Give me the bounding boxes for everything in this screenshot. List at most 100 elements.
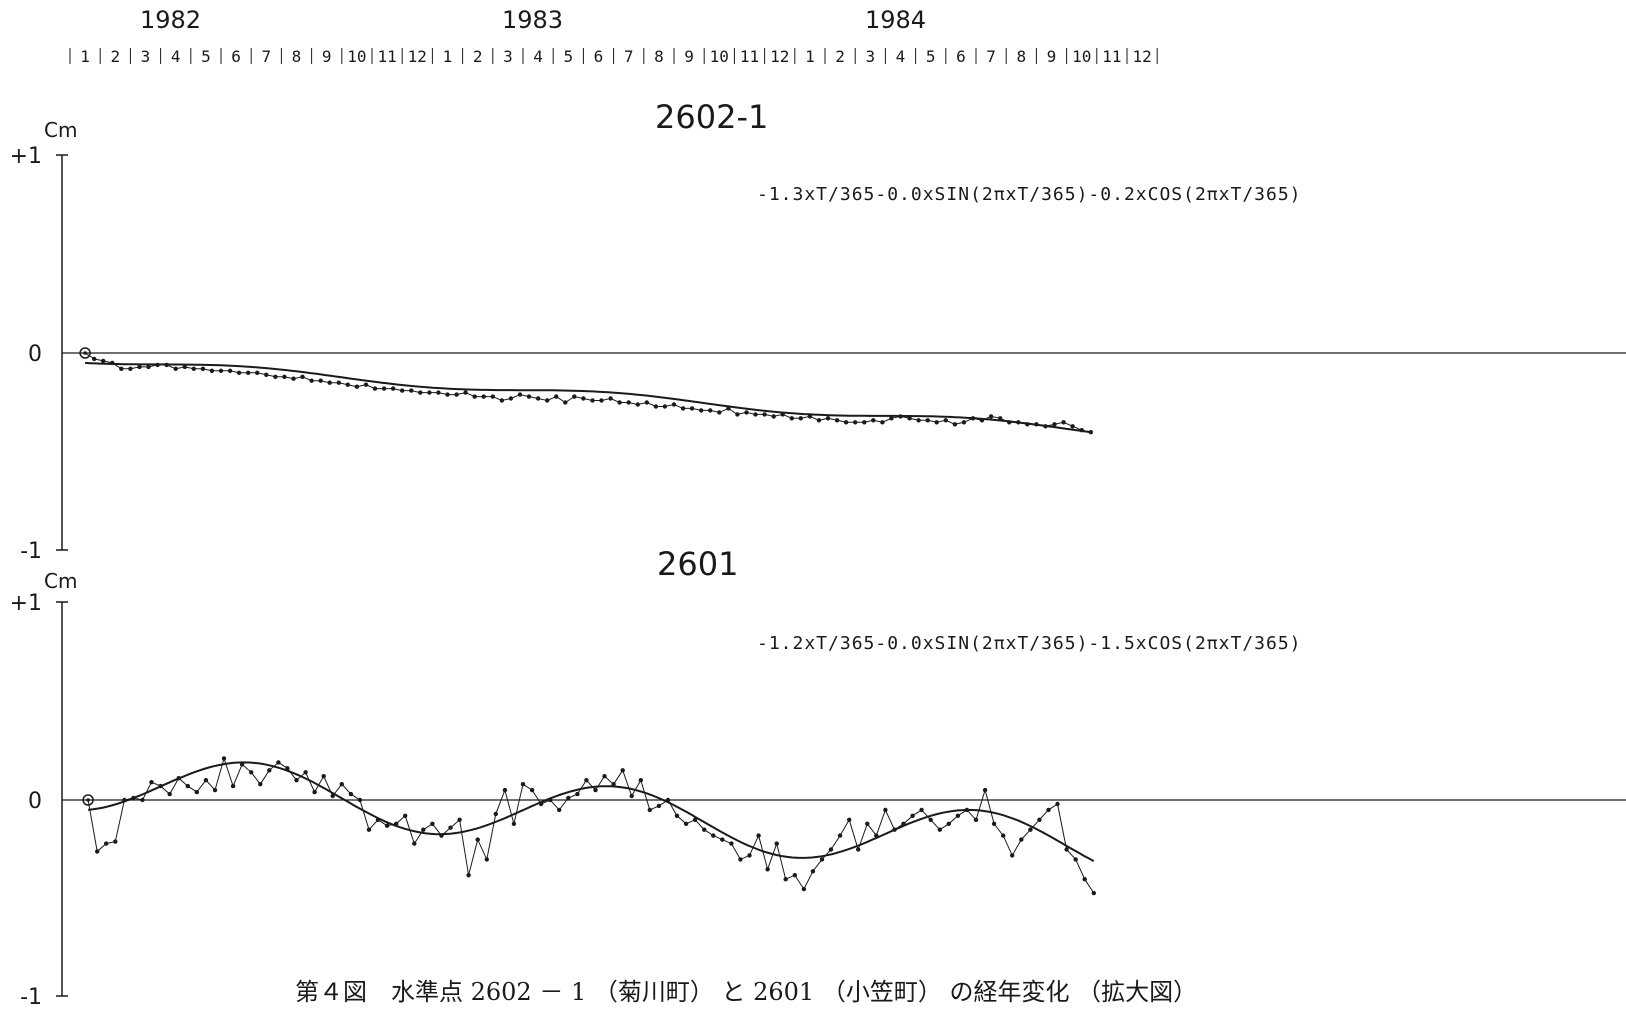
data-point <box>699 408 704 413</box>
data-point <box>439 833 444 838</box>
data-point <box>517 392 523 397</box>
data-point <box>1016 420 1021 425</box>
data-point <box>934 420 939 425</box>
data-point <box>1034 422 1039 427</box>
data-point <box>128 366 133 371</box>
data-point <box>182 364 187 370</box>
data-point <box>566 795 571 801</box>
data-point <box>629 793 634 799</box>
y-tick-label: +1 <box>10 591 42 616</box>
data-point <box>689 406 695 411</box>
data-point <box>837 833 843 838</box>
data-point <box>1025 422 1030 427</box>
data-point <box>95 849 100 854</box>
data-point <box>662 404 668 409</box>
data-point <box>608 396 613 401</box>
data-point <box>692 817 698 822</box>
data-point <box>294 778 299 783</box>
data-point <box>185 783 190 789</box>
month-tick-label: 12 <box>770 47 789 66</box>
fit-formula: -1.2xT/365-0.0xSIN(2πxT/365)-1.5xCOS(2πx… <box>757 633 1302 654</box>
data-point <box>575 791 580 797</box>
data-point <box>937 827 942 832</box>
data-point <box>472 394 477 399</box>
data-point <box>638 778 643 783</box>
data-point <box>952 422 958 427</box>
month-tick-label: 7 <box>624 47 634 66</box>
data-point <box>309 378 314 383</box>
data-point <box>1043 424 1048 429</box>
data-point <box>255 370 260 375</box>
data-point <box>1010 853 1015 858</box>
y-tick-label: -1 <box>20 539 42 564</box>
chart-title: 2601 <box>657 545 738 583</box>
data-point <box>499 398 505 403</box>
data-point <box>708 408 713 413</box>
data-point <box>602 774 607 779</box>
month-tick-label: 1 <box>805 47 815 66</box>
data-point <box>973 817 979 822</box>
data-point <box>158 783 163 789</box>
data-point <box>400 388 405 393</box>
data-point <box>892 827 897 832</box>
data-point <box>825 416 831 421</box>
data-point <box>282 374 287 379</box>
data-point <box>702 827 707 832</box>
data-point <box>1061 420 1066 425</box>
data-point <box>92 356 97 362</box>
data-point <box>928 817 933 822</box>
month-tick-label: 10 <box>710 47 729 66</box>
data-point <box>110 360 115 366</box>
data-point <box>834 418 840 423</box>
data-point <box>330 793 335 799</box>
chart-title: 2602-1 <box>655 98 768 136</box>
data-point <box>729 841 734 846</box>
data-point <box>1070 424 1075 429</box>
observed-line <box>87 756 1095 894</box>
data-point <box>327 380 332 385</box>
month-tick-label: 12 <box>408 47 427 66</box>
data-point <box>475 837 480 842</box>
data-point <box>176 776 181 781</box>
data-point <box>264 372 269 377</box>
data-point <box>753 412 758 417</box>
data-point <box>463 390 468 395</box>
data-point <box>345 382 350 387</box>
month-tick-label: 11 <box>740 47 759 66</box>
data-point <box>394 821 399 826</box>
year-label-1984: 1984 <box>865 6 926 34</box>
data-point <box>874 833 879 838</box>
data-point <box>490 394 495 399</box>
data-point <box>445 392 450 397</box>
data-point <box>988 414 994 419</box>
data-point <box>140 797 145 803</box>
month-tick-label: 1 <box>443 47 453 66</box>
figure-caption: 第４図 水準点 2602 － 1 （菊川町） と 2601 （小笠町） の経年変… <box>295 978 1197 1006</box>
month-tick-label: 6 <box>956 47 966 66</box>
data-point <box>644 400 649 405</box>
data-point <box>747 853 752 858</box>
data-point <box>209 368 215 373</box>
data-point <box>626 400 631 405</box>
data-point <box>771 414 776 419</box>
data-point <box>599 398 604 403</box>
data-point <box>711 833 716 838</box>
data-point <box>538 801 544 807</box>
month-tick-label: 8 <box>292 47 302 66</box>
month-tick-label: 11 <box>1102 47 1121 66</box>
data-point <box>403 813 408 818</box>
data-point <box>119 366 124 371</box>
data-point <box>901 821 906 826</box>
data-point <box>883 807 888 813</box>
data-point <box>683 821 689 826</box>
month-tick-label: 8 <box>654 47 664 66</box>
data-point <box>1088 430 1094 435</box>
data-point <box>798 416 803 421</box>
data-point <box>339 782 344 787</box>
data-point <box>647 807 652 813</box>
month-tick-label: 3 <box>865 47 875 66</box>
fitted-curve <box>87 761 1095 862</box>
month-tick-label: 7 <box>986 47 996 66</box>
time-axis-header: 1982 1983 1984 1 2 3 4 5 6 7 8 9 10 11 12 1 2 3 4 5 6 7 8 9 1… <box>69 6 1158 66</box>
data-point <box>1019 837 1024 842</box>
